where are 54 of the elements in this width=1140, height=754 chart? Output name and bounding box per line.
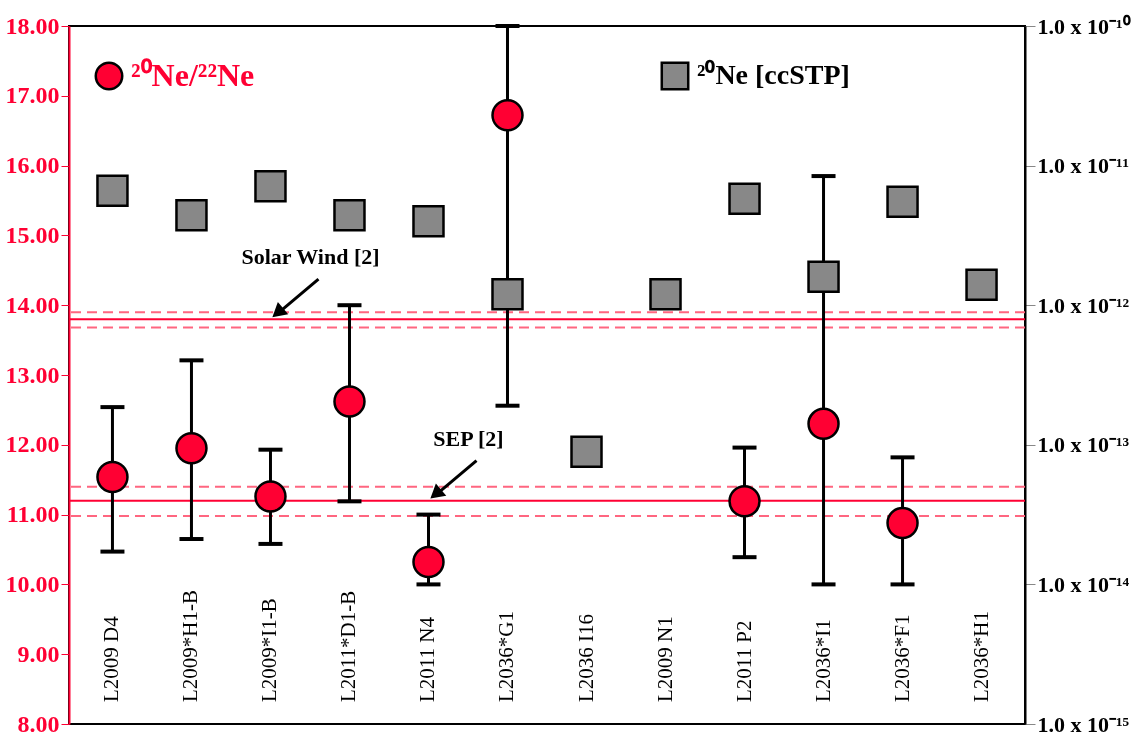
x-tick-label: L2009*H1-B (178, 590, 203, 702)
point (333, 385, 366, 418)
x-tick-label: L2009 N1 (652, 616, 677, 702)
y-tick-label: 17.00 (5, 82, 60, 109)
annotation: SEP [2] (433, 425, 504, 451)
point (886, 506, 919, 540)
x-tick-label: L2009*I1-B (257, 598, 282, 702)
y2-tick-label: 1.0 x 10⁻¹⁵ (1037, 711, 1130, 737)
point (491, 277, 524, 311)
legend-label: ²⁰Ne/²²Ne (131, 57, 255, 93)
point (570, 435, 603, 469)
y2-tick-label: 1.0 x 10⁻¹¹ (1037, 153, 1130, 179)
point (728, 485, 761, 518)
point (96, 174, 129, 208)
y-tick-label: 12.00 (5, 431, 60, 458)
point (254, 170, 287, 203)
point (175, 199, 208, 232)
y-tick-label: 15.00 (5, 221, 60, 248)
x-tick-label: L2036*F1 (889, 614, 914, 702)
y-tick-label: 14.00 (5, 291, 60, 318)
point (807, 260, 840, 293)
y-tick-label: 10.00 (5, 570, 60, 597)
point (491, 99, 524, 132)
y-tick-label: 16.00 (5, 152, 60, 179)
point (175, 432, 208, 465)
x-tick-label: L2009 D4 (99, 615, 124, 702)
x-tick-label: L2036*G1 (494, 611, 519, 702)
y-tick-label: 9.00 (17, 640, 60, 667)
point (649, 277, 682, 311)
point (412, 545, 445, 579)
point (412, 204, 445, 238)
x-tick-label: L2036 I16 (573, 613, 598, 702)
point (807, 407, 840, 441)
legend-label: ²⁰Ne [ccSTP] (697, 59, 850, 90)
y-tick-label: 11.00 (6, 501, 60, 528)
x-tick-label: L2011*D1-B (336, 590, 361, 702)
x-tick-label: L2036*H1 (968, 611, 993, 702)
y2-tick-label: 1.0 x 10⁻¹⁰ (1037, 13, 1131, 39)
point (96, 460, 129, 494)
y2-tick-label: 1.0 x 10⁻¹⁴ (1037, 571, 1130, 597)
y-tick-label: 8.00 (17, 710, 60, 737)
point (965, 268, 998, 302)
point (254, 480, 287, 513)
y-tick-label: 13.00 (5, 361, 60, 388)
annotation: Solar Wind [2] (241, 244, 380, 270)
y2-tick-label: 1.0 x 10⁻¹² (1037, 292, 1130, 318)
point (333, 199, 366, 232)
y2-tick-label: 1.0 x 10⁻¹³ (1037, 432, 1130, 458)
x-tick-label: L2036*I1 (810, 619, 835, 702)
x-tick-label: L2011 P2 (731, 620, 756, 702)
y-tick-label: 18.00 (5, 12, 60, 39)
point (886, 185, 919, 219)
point (728, 182, 761, 215)
x-tick-label: L2011 N4 (415, 616, 440, 702)
